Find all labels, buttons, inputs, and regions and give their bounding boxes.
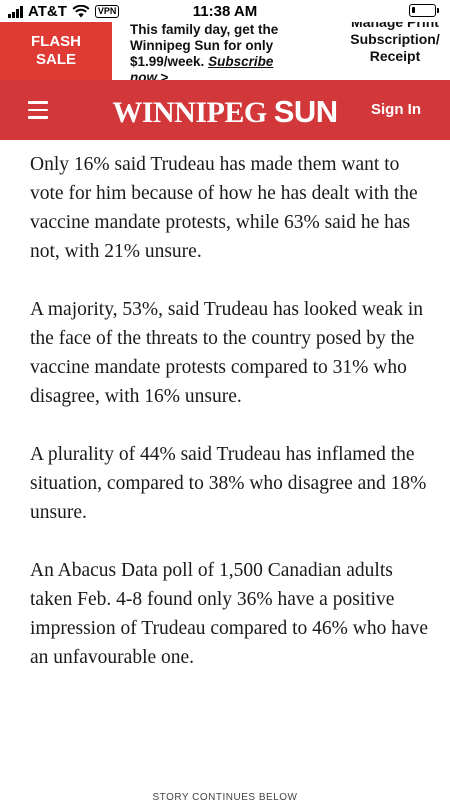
manage-subscription-link[interactable]: Manage Print Subscription/ Receipt: [350, 22, 440, 64]
site-header: WINNIPEG SUN Sign In: [0, 80, 450, 140]
cellular-signal-icon: [8, 5, 23, 18]
flash-sale-badge[interactable]: FLASH SALE: [0, 22, 112, 80]
article-paragraph: Only 16% said Trudeau has made them want…: [30, 154, 418, 262]
article-body: Only 16% said Trudeau has made them want…: [30, 150, 430, 701]
promo-text: This family day, get the Winnipeg Sun fo…: [130, 22, 305, 80]
battery-icon: [409, 4, 439, 17]
battery-level: [412, 7, 415, 13]
status-left: AT&T VPN: [8, 3, 120, 20]
subscribe-link[interactable]: Subscribe now.>: [130, 54, 274, 80]
article-paragraph: A plurality of 44% said Trudeau has infl…: [30, 444, 427, 523]
carrier-label: AT&T: [28, 3, 67, 20]
wifi-icon: [72, 5, 90, 18]
flash-sale-line1: FLASH: [31, 33, 81, 50]
status-time: 11:38 AM: [192, 3, 258, 20]
vpn-badge: VPN: [94, 5, 120, 18]
logo-sun: SUN: [273, 94, 338, 129]
promo-offer: This family day, get the Winnipeg Sun fo…: [130, 22, 279, 69]
flash-sale-line2: SALE: [35, 51, 76, 68]
site-logo[interactable]: WINNIPEG SUN: [0, 94, 450, 130]
menu-icon[interactable]: [28, 101, 48, 119]
story-continues-label: STORY CONTINUES BELOW: [152, 792, 298, 800]
status-bar: AT&T VPN 11:38 AM: [0, 0, 450, 22]
article-paragraph: A majority, 53%, said Trudeau has looked…: [30, 299, 424, 407]
logo-winnipeg: WINNIPEG: [112, 96, 267, 129]
promo-banner: FLASH SALE This family day, get the Winn…: [0, 22, 450, 80]
article-paragraph: An Abacus Data poll of 1,500 Canadian ad…: [30, 560, 429, 668]
sign-in-button[interactable]: Sign In: [371, 101, 421, 118]
